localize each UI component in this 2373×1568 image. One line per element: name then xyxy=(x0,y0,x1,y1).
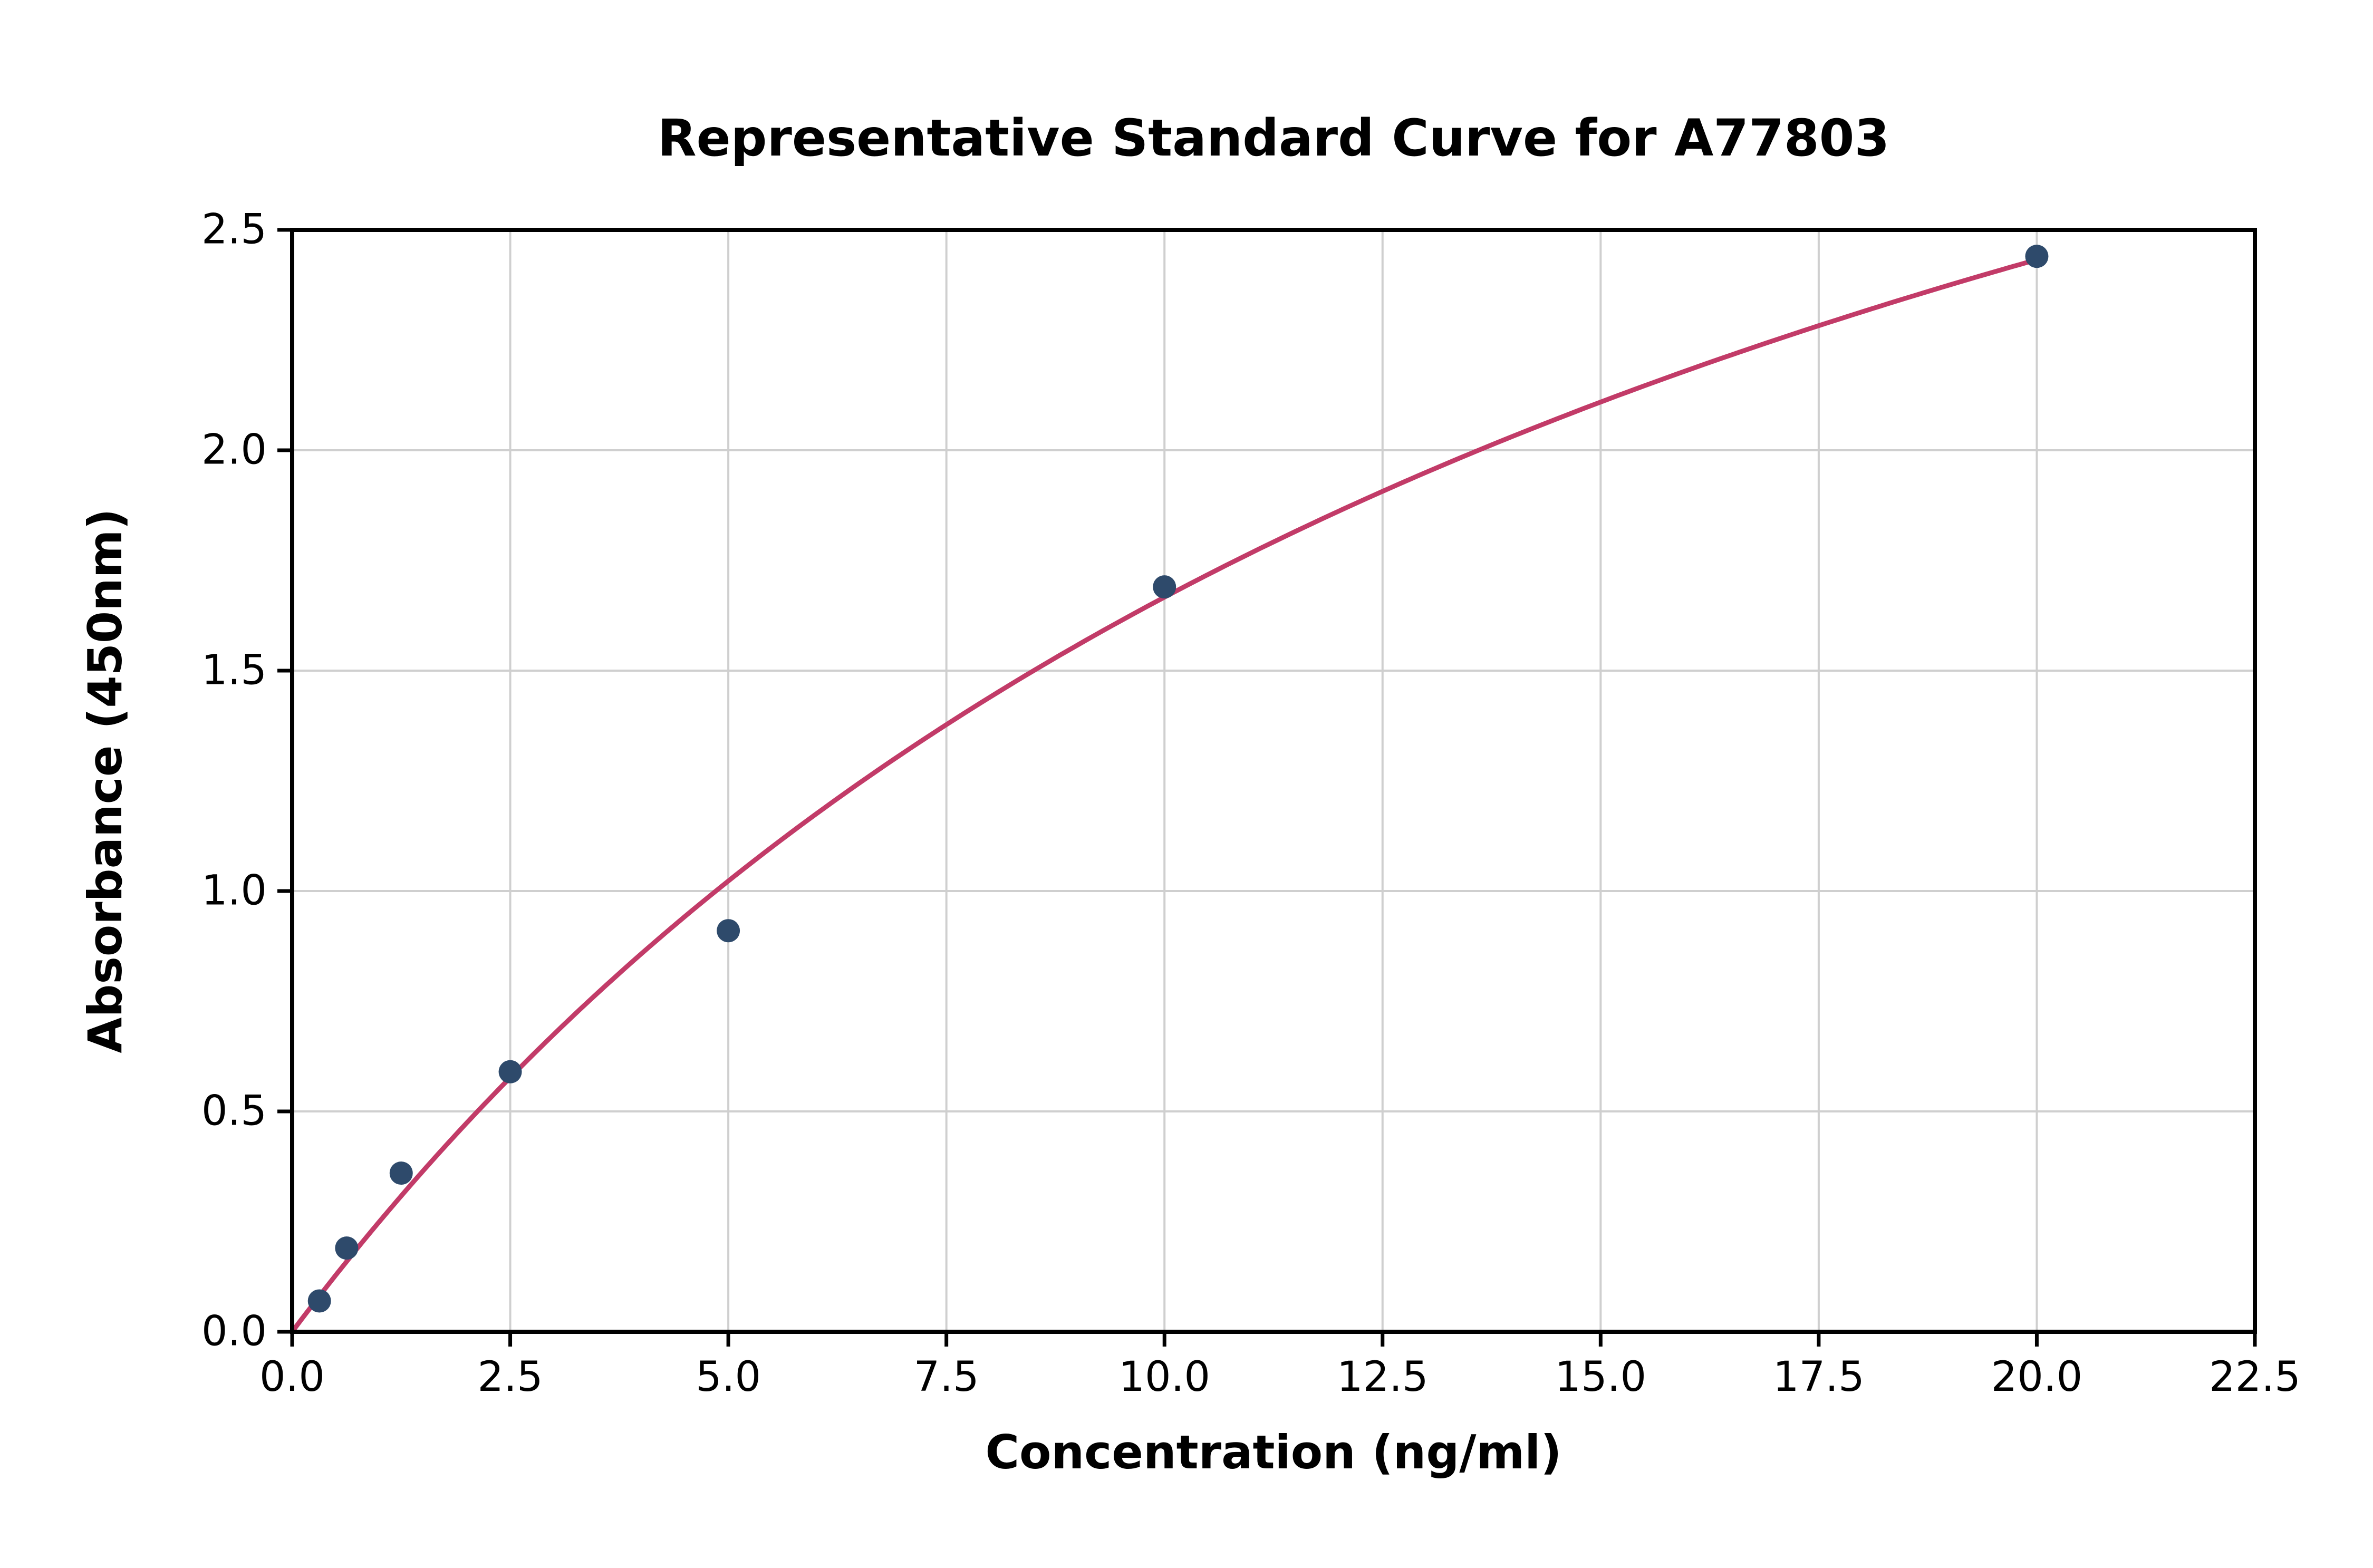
x-axis-label: Concentration (ng/ml) xyxy=(985,1425,1561,1479)
y-tick-label-1: 0.5 xyxy=(201,1088,267,1135)
x-tick-label-3: 7.5 xyxy=(914,1353,979,1401)
x-tick-label-6: 15.0 xyxy=(1555,1353,1646,1401)
x-tick-label-8: 20.0 xyxy=(1991,1353,2083,1401)
data-point-0 xyxy=(307,1289,331,1313)
data-point-1 xyxy=(335,1236,359,1260)
data-point-6 xyxy=(2025,245,2049,268)
x-tick-label-4: 10.0 xyxy=(1118,1353,1210,1401)
y-tick-label-0: 0.0 xyxy=(201,1308,267,1356)
x-tick-label-0: 0.0 xyxy=(259,1353,325,1401)
x-tick-label-2: 5.0 xyxy=(696,1353,761,1401)
data-point-3 xyxy=(498,1060,522,1083)
y-tick-label-3: 1.5 xyxy=(201,647,267,694)
data-point-5 xyxy=(1153,575,1176,599)
data-point-4 xyxy=(717,919,740,943)
y-tick-label-5: 2.5 xyxy=(201,206,267,254)
x-tick-label-5: 12.5 xyxy=(1337,1353,1429,1401)
plot-border xyxy=(290,228,2257,1334)
data-point-2 xyxy=(389,1162,413,1185)
chart-title: Representative Standard Curve for A77803 xyxy=(658,109,1890,168)
y-axis-label: Absorbance (450nm) xyxy=(78,508,132,1053)
x-tick-label-9: 22.5 xyxy=(2209,1353,2301,1401)
y-tick-label-2: 1.0 xyxy=(201,867,267,915)
x-tick-label-7: 17.5 xyxy=(1773,1353,1865,1401)
y-tick-label-4: 2.0 xyxy=(201,427,267,474)
x-tick-label-1: 2.5 xyxy=(478,1353,543,1401)
